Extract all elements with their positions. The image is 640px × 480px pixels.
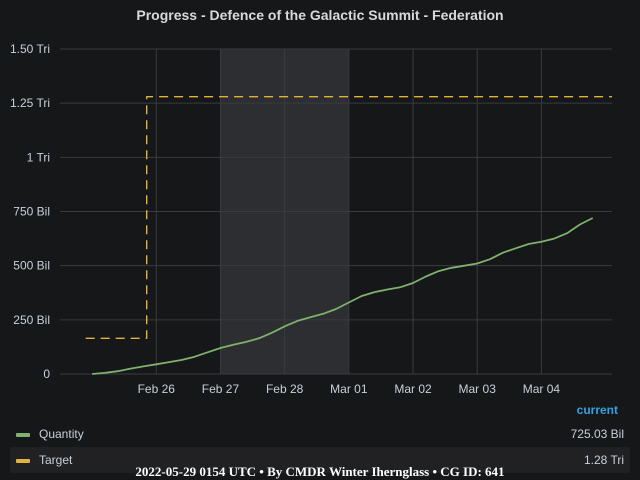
legend-header-current[interactable]: current	[576, 403, 618, 417]
y-tick-label: 0	[43, 367, 50, 381]
y-tick-label: 250 Bil	[13, 313, 50, 327]
legend-value-target: 1.28 Tri	[583, 453, 624, 467]
series-line-target	[85, 95, 612, 339]
y-tick-label: 1.25 Tri	[10, 96, 50, 110]
legend-item-target[interactable]: Target 1.28 Tri	[10, 447, 630, 473]
x-tick-label: Feb 28	[266, 382, 304, 396]
x-tick-label: Mar 03	[459, 382, 497, 396]
x-tick-label: Feb 26	[138, 382, 176, 396]
series-line-quantity	[92, 217, 594, 375]
footer-credit: 2022-05-29 0154 UTC • By CMDR Winter Ihe…	[135, 464, 505, 479]
target-swatch	[16, 459, 30, 463]
x-tick-label: Mar 04	[523, 382, 561, 396]
y-tick-label: 1.50 Tri	[10, 42, 50, 56]
x-tick-label: Mar 02	[394, 382, 432, 396]
chart-title: Progress - Defence of the Galactic Summi…	[136, 7, 504, 23]
y-tick-label: 500 Bil	[13, 259, 50, 273]
quantity-swatch	[16, 433, 30, 437]
legend-label-target: Target	[39, 453, 73, 467]
x-tick-label: Mar 01	[330, 382, 368, 396]
legend-label-quantity: Quantity	[39, 427, 84, 441]
y-tick-label: 750 Bil	[13, 205, 50, 219]
y-tick-label: 1 Tri	[27, 150, 50, 164]
x-tick-label: Feb 27	[202, 382, 240, 396]
line-chart[interactable]: 0 250 Bil 500 Bil 750 Bil 1 Tri 1.25 Tri 1.50 …	[0, 0, 640, 400]
legend-value-quantity: 725.03 Bil	[570, 427, 624, 441]
legend-item-quantity[interactable]: Quantity 725.03 Bil	[10, 421, 630, 447]
